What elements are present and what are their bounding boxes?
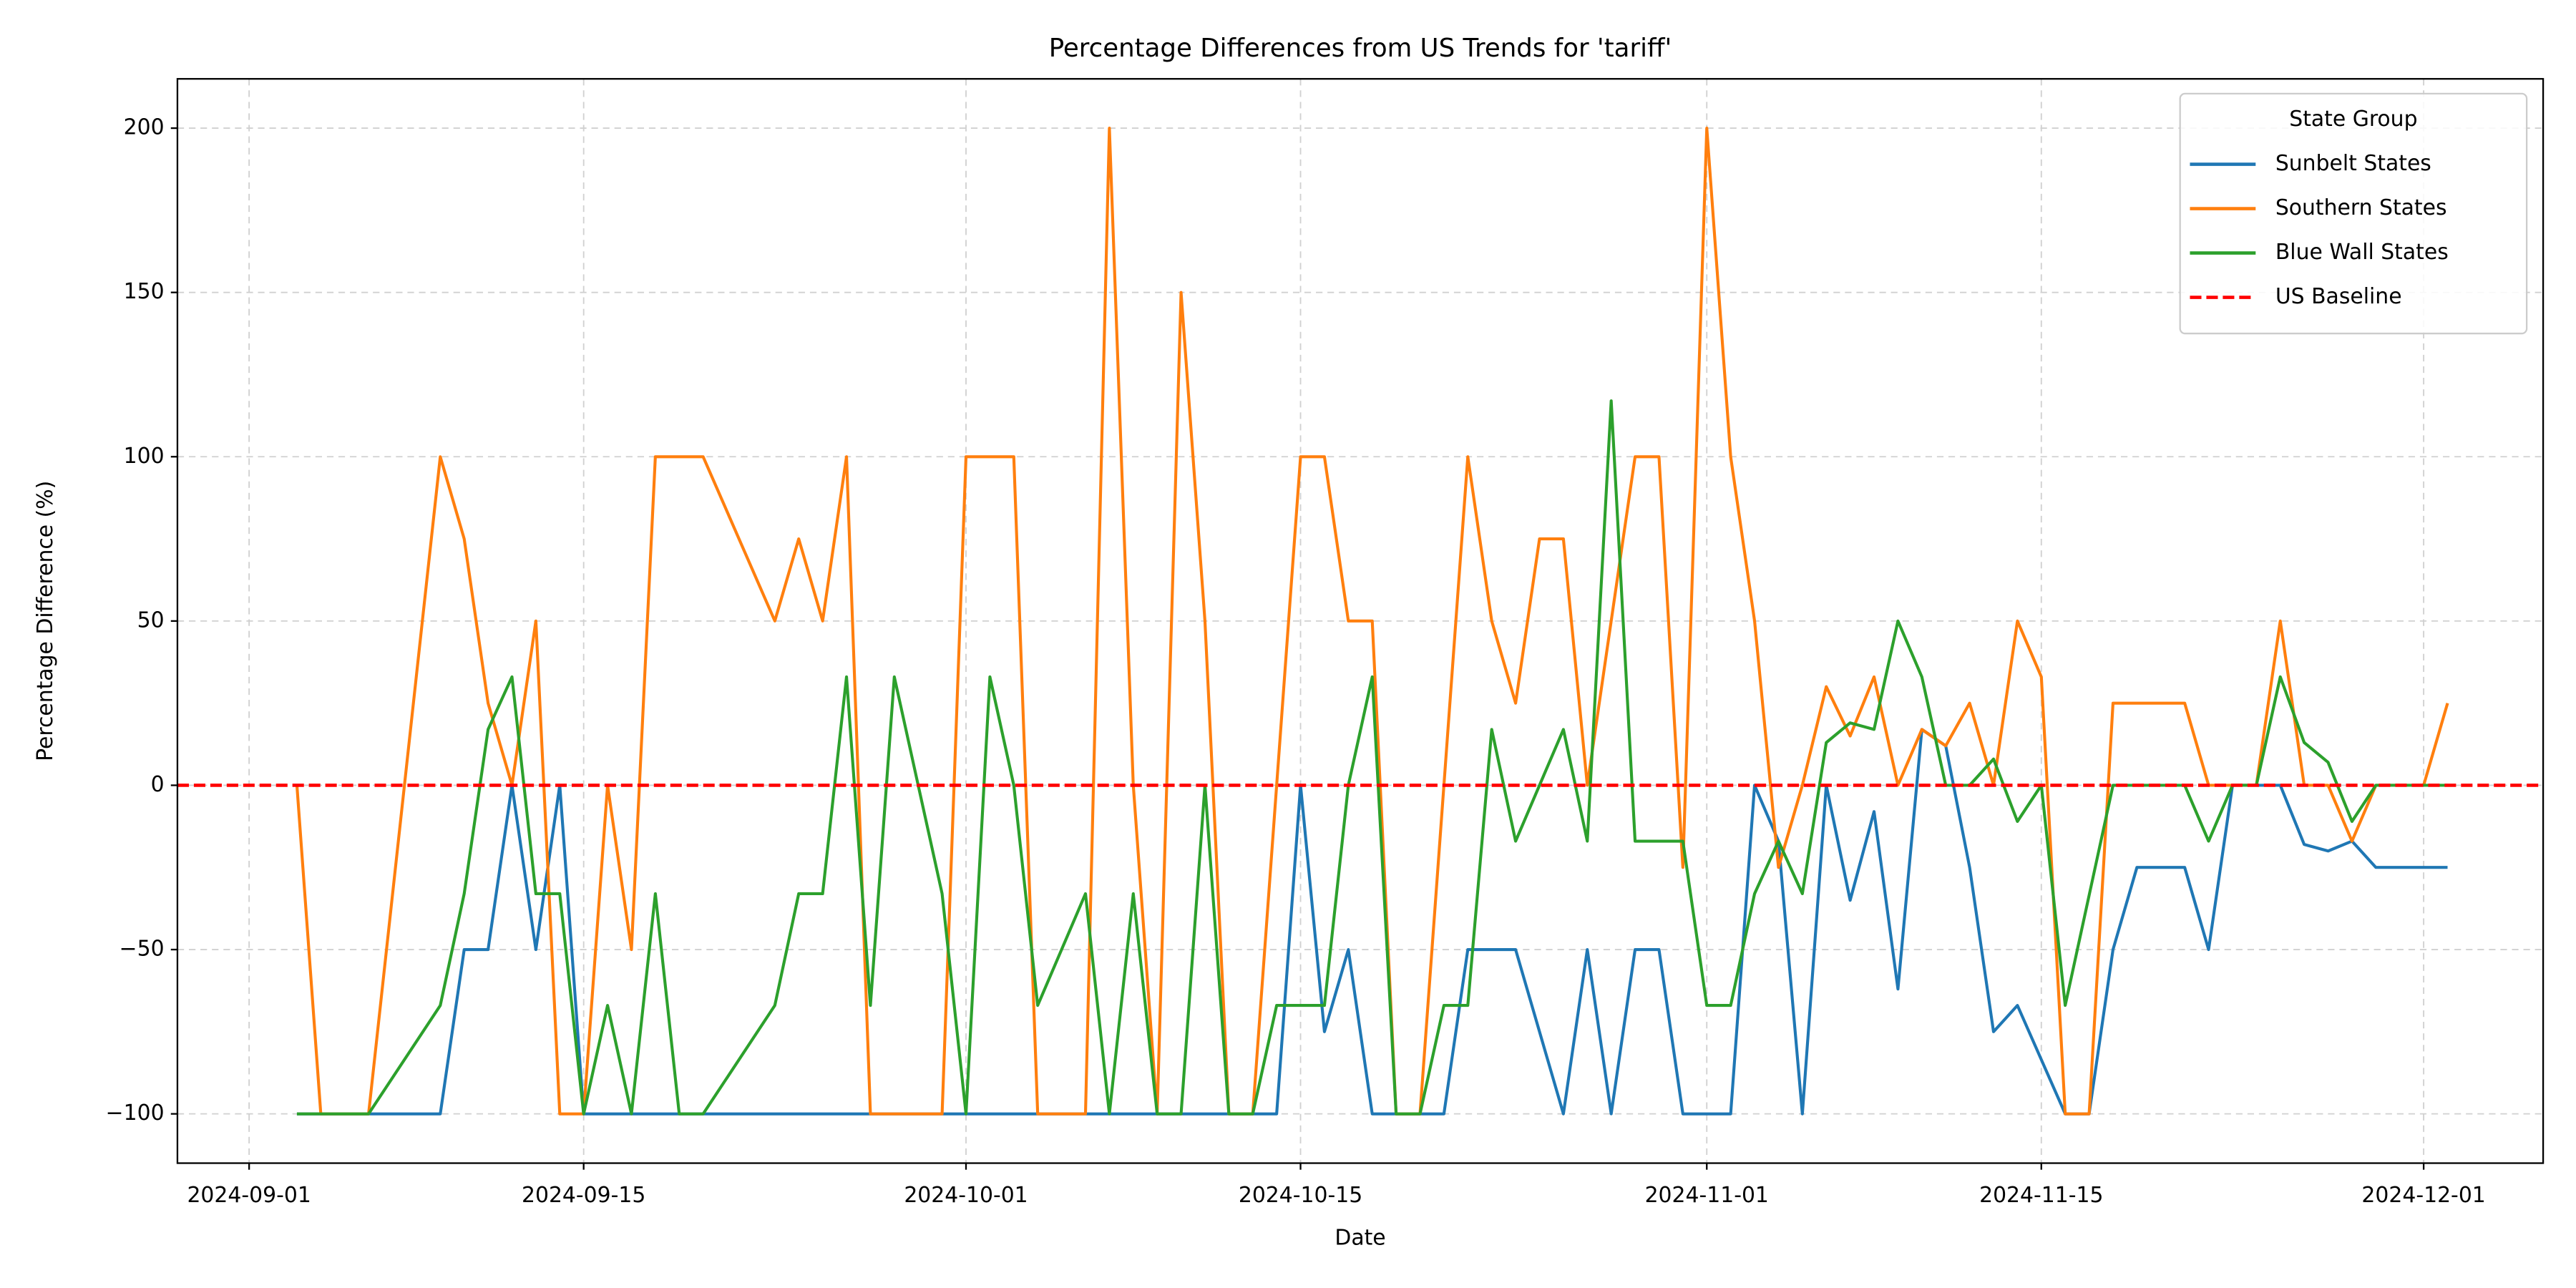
legend: State Group Sunbelt States Southern States…	[2179, 92, 2528, 335]
y-axis-label: Percentage Difference (%)	[33, 481, 58, 761]
y-tick-label: 50	[137, 608, 165, 633]
legend-label: US Baseline	[2275, 284, 2402, 309]
y-tick-label: −100	[106, 1101, 165, 1126]
y-tick-label: 200	[124, 115, 165, 140]
legend-label: Blue Wall States	[2275, 240, 2449, 265]
plot-frame	[176, 78, 2545, 1164]
y-tick-label: 150	[124, 279, 165, 304]
y-tick-label: 100	[124, 444, 165, 469]
legend-label: Southern States	[2275, 195, 2447, 220]
chart-title: Percentage Differences from US Trends fo…	[1049, 34, 1672, 63]
series-line	[296, 399, 2448, 1116]
legend-box	[2179, 92, 2528, 335]
y-tick-label: 0	[151, 772, 165, 797]
x-tick-label: 2024-10-15	[1239, 1183, 1362, 1208]
legend-label: Sunbelt States	[2275, 151, 2431, 176]
x-tick-label: 2024-09-01	[187, 1183, 311, 1208]
x-tick-label: 2024-09-15	[522, 1183, 645, 1208]
x-tick-label: 2024-11-01	[1645, 1183, 1769, 1208]
y-tick-label: −50	[119, 937, 165, 962]
x-axis-label: Date	[1335, 1226, 1385, 1251]
x-tick-label: 2024-10-01	[904, 1183, 1028, 1208]
legend-title: State Group	[2289, 107, 2417, 132]
x-tick-label: 2024-12-01	[2361, 1183, 2485, 1208]
x-tick-label: 2024-11-15	[1979, 1183, 2103, 1208]
